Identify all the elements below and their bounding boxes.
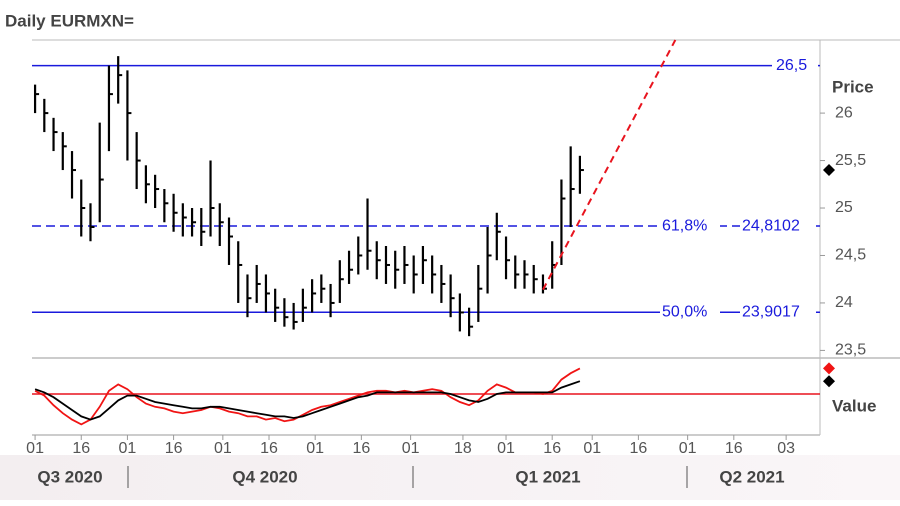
indicator-axis-label: Value [832,396,876,415]
x-tick-label: 01 [306,440,324,457]
x-tick-label: 18 [454,440,472,457]
x-tick-label: 16 [352,440,370,457]
x-tick-label: 03 [777,440,795,457]
x-tick-label: 16 [72,440,90,457]
fib-pct: 50,0% [662,303,707,320]
x-tick-label: 01 [497,440,515,457]
x-tick-label: 16 [165,440,183,457]
label-bg [660,302,720,323]
y-axis-label: Price [832,77,874,96]
period-label: Q1 2021 [515,467,580,486]
level-label: 26,5 [776,57,807,74]
y-tick-label: 26 [835,104,853,121]
period-band [0,455,900,500]
fib-value: 24,8102 [742,217,800,234]
y-tick-label: 24 [835,294,853,311]
indicator-line [34,367,581,426]
chart-title: Daily EURMXN= [5,11,134,30]
y-tick-label: 25,5 [835,152,866,169]
x-tick-label: 16 [260,440,278,457]
x-tick-label: 01 [583,440,601,457]
y-tick-label: 25 [835,199,853,216]
x-tick-label: 16 [725,440,743,457]
label-bg [660,216,720,237]
last-price-marker [823,164,835,177]
period-label: Q4 2020 [232,467,297,486]
fib-pct: 61,8% [662,217,707,234]
x-tick-label: 01 [26,440,44,457]
x-tick-label: 01 [402,440,420,457]
fib-value: 23,9017 [742,303,800,320]
y-tick-label: 24,5 [835,247,866,264]
x-tick-label: 01 [679,440,697,457]
indicator-marker [823,375,835,388]
label-bg [740,302,816,323]
trend-line [542,39,677,291]
indicator-line [34,380,581,421]
indicator-marker [823,362,835,375]
x-tick-label: 16 [629,440,647,457]
x-tick-label: 16 [543,440,561,457]
x-tick-label: 01 [214,440,232,457]
label-bg [740,216,816,237]
x-tick-label: 01 [119,440,137,457]
label-bg [772,55,818,76]
period-label: Q3 2020 [37,467,102,486]
period-label: Q2 2021 [719,467,784,486]
y-tick-label: 23,5 [835,342,866,359]
